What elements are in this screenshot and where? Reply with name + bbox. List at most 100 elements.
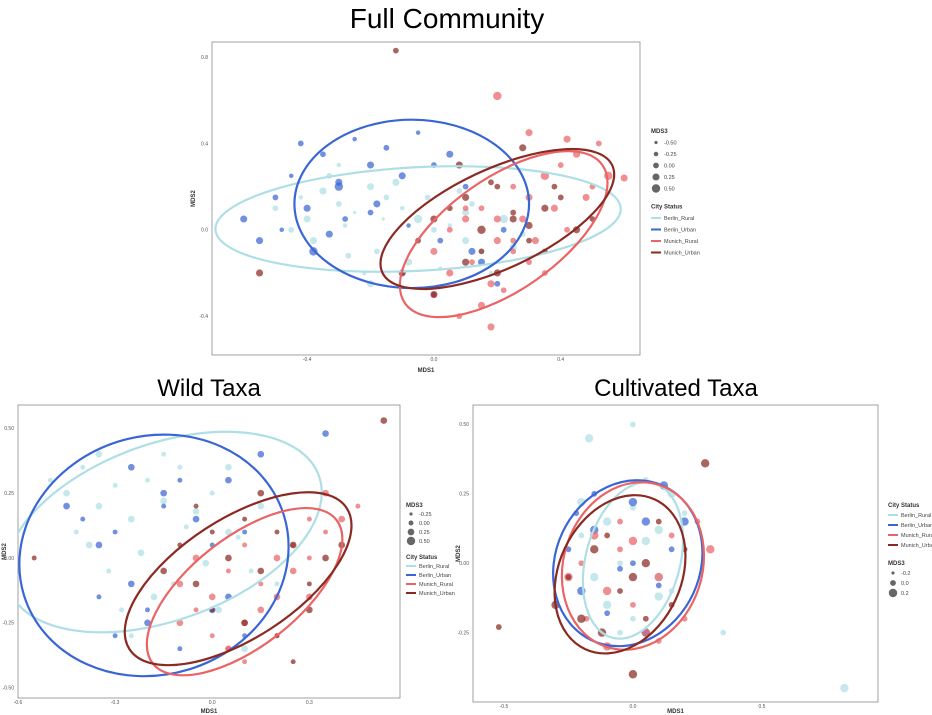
- data-point-berlin_rural: [345, 252, 352, 259]
- data-point-berlin_rural: [241, 645, 248, 653]
- data-point-berlin_rural: [209, 490, 215, 496]
- chart-title: Cultivated Taxa: [594, 375, 758, 402]
- data-point-berlin_rural: [303, 215, 311, 223]
- data-point-berlin_rural: [584, 434, 594, 443]
- data-point-berlin_urban: [383, 144, 390, 151]
- size-legend-key: [654, 140, 658, 145]
- data-point-munich_rural: [510, 183, 517, 190]
- data-point-berlin_rural: [335, 200, 342, 207]
- data-point-berlin_rural: [106, 568, 112, 574]
- data-point-berlin_rural: [161, 451, 167, 457]
- data-point-berlin_urban: [127, 463, 135, 471]
- data-point-berlin_urban: [446, 150, 454, 158]
- data-point-munich_rural: [462, 215, 470, 223]
- data-point-berlin_rural: [499, 214, 508, 224]
- x-tick-label: 0.5: [758, 704, 765, 710]
- size-legend-key: [653, 162, 659, 169]
- data-point-berlin_urban: [415, 130, 421, 135]
- data-point-munich_rural: [242, 542, 248, 548]
- data-point-berlin_rural: [383, 194, 390, 201]
- size-legend-key: [652, 173, 660, 181]
- data-point-berlin_urban: [367, 209, 374, 216]
- data-point-berlin_urban: [617, 565, 623, 572]
- data-point-munich_urban: [257, 567, 265, 575]
- data-point-munich_rural: [306, 516, 312, 522]
- data-point-berlin_urban: [242, 529, 248, 535]
- data-point-munich_urban: [488, 179, 494, 186]
- color-legend-label: Berlin_Urban: [419, 573, 451, 579]
- data-point-munich_urban: [494, 183, 501, 190]
- data-point-munich_urban: [642, 615, 649, 622]
- data-point-berlin_rural: [95, 450, 103, 458]
- data-point-berlin_rural: [641, 536, 651, 546]
- data-point-berlin_rural: [602, 517, 612, 526]
- y-axis-label: MDS2: [191, 190, 197, 207]
- data-point-munich_rural: [493, 91, 502, 101]
- data-point-berlin_rural: [424, 194, 431, 201]
- chart-panel-2: Cultivated Taxa -0.5 0.0 0.5 0.50 0.25 0.00 -0.…: [456, 375, 932, 715]
- data-point-berlin_rural: [381, 217, 385, 221]
- x-tick-label: 0.4: [557, 357, 564, 363]
- data-point-berlin_urban: [462, 183, 469, 190]
- data-point-munich_rural: [487, 323, 495, 331]
- data-point-munich_urban: [565, 574, 572, 580]
- data-point-berlin_rural: [225, 528, 232, 536]
- data-point-berlin_rural: [353, 210, 357, 215]
- data-point-munich_urban: [257, 489, 265, 497]
- data-point-berlin_urban: [289, 173, 294, 179]
- data-point-berlin_rural: [119, 607, 125, 613]
- data-point-berlin_rural: [47, 477, 53, 483]
- data-point-munich_urban: [590, 545, 599, 554]
- size-legend-key: [406, 536, 416, 546]
- data-point-berlin_urban: [325, 230, 333, 238]
- data-point-berlin_rural: [319, 187, 327, 195]
- data-point-berlin_rural: [578, 532, 585, 539]
- data-point-munich_rural: [510, 237, 517, 244]
- data-point-munich_rural: [289, 567, 297, 575]
- size-legend-label: -0.25: [419, 512, 432, 518]
- size-legend-title: MDS3: [406, 503, 423, 509]
- data-point-munich_rural: [193, 607, 199, 613]
- x-axis-label: MDS1: [667, 709, 684, 715]
- data-point-munich_urban: [604, 532, 611, 539]
- chart-title: Wild Taxa: [157, 375, 261, 402]
- data-point-berlin_rural: [342, 223, 348, 228]
- color-legend-title: City Status: [888, 503, 920, 509]
- data-point-berlin_urban: [192, 515, 200, 523]
- data-point-berlin_rural: [80, 464, 86, 470]
- data-point-berlin_rural: [617, 560, 623, 567]
- color-legend-title: City Status: [651, 205, 683, 211]
- y-tick-label: -0.25: [3, 621, 15, 627]
- data-point-berlin_urban: [177, 477, 183, 483]
- data-point-munich_rural: [257, 606, 265, 614]
- data-point-berlin_rural: [183, 524, 189, 530]
- data-point-munich_rural: [273, 554, 281, 562]
- data-point-berlin_urban: [628, 497, 638, 507]
- color-legend-label: Munich_Urban: [901, 543, 932, 549]
- data-point-munich_rural: [242, 659, 248, 665]
- data-point-berlin_urban: [342, 216, 349, 222]
- data-point-munich_urban: [289, 541, 297, 549]
- data-point-berlin_urban: [366, 161, 375, 169]
- data-point-berlin_rural: [630, 421, 636, 428]
- data-point-berlin_rural: [431, 226, 437, 233]
- data-point-berlin_urban: [145, 607, 150, 613]
- data-point-berlin_urban: [160, 489, 168, 497]
- data-point-munich_rural: [628, 536, 638, 546]
- x-tick-label: 0.0: [430, 357, 437, 363]
- x-axis-label: MDS1: [418, 368, 435, 374]
- data-point-berlin_urban: [177, 646, 183, 652]
- confidence-ellipse-berlin_rural: [214, 165, 622, 273]
- size-legend-label: -0.25: [664, 152, 677, 158]
- data-point-berlin_rural: [630, 504, 636, 511]
- data-point-berlin_urban: [225, 476, 232, 484]
- confidence-ellipse-munich_rural: [398, 150, 609, 319]
- data-point-munich_rural: [654, 572, 663, 582]
- data-point-berlin_rural: [177, 464, 183, 470]
- data-point-berlin_urban: [297, 140, 304, 147]
- plot-area: [214, 47, 628, 331]
- color-legend-label: Munich_Urban: [419, 591, 455, 597]
- data-point-munich_rural: [493, 237, 501, 245]
- data-point-berlin_rural: [373, 248, 380, 255]
- size-legend-label: 0.00: [664, 164, 675, 170]
